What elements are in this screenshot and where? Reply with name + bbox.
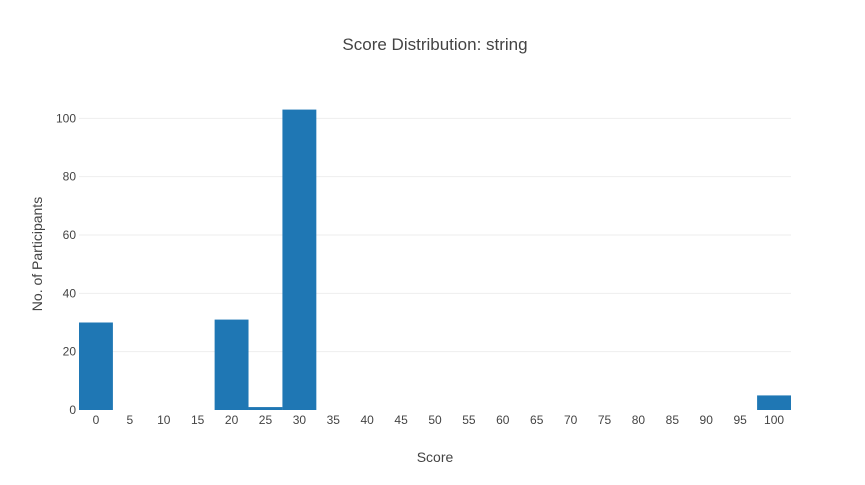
y-tick-label: 60 bbox=[63, 228, 77, 242]
x-tick-label: 90 bbox=[700, 413, 714, 427]
y-tick-label: 40 bbox=[63, 286, 77, 300]
x-tick-label: 25 bbox=[259, 413, 273, 427]
bar-20[interactable] bbox=[215, 320, 249, 410]
x-tick-label: 100 bbox=[764, 413, 784, 427]
y-axis-ticks: 0 20 40 60 80 100 bbox=[56, 111, 76, 417]
x-tick-label: 15 bbox=[191, 413, 205, 427]
x-tick-label: 0 bbox=[93, 413, 100, 427]
x-tick-label: 60 bbox=[496, 413, 510, 427]
gridlines bbox=[79, 118, 791, 351]
y-tick-label: 80 bbox=[63, 170, 77, 184]
x-tick-label: 85 bbox=[666, 413, 680, 427]
bar-100[interactable] bbox=[757, 395, 791, 410]
x-tick-label: 55 bbox=[462, 413, 476, 427]
bars bbox=[79, 110, 791, 410]
x-tick-label: 5 bbox=[127, 413, 134, 427]
x-tick-label: 35 bbox=[327, 413, 341, 427]
chart-title: Score Distribution: string bbox=[342, 35, 527, 54]
y-tick-label: 0 bbox=[69, 403, 76, 417]
x-tick-label: 75 bbox=[598, 413, 612, 427]
x-tick-label: 10 bbox=[157, 413, 171, 427]
x-tick-label: 30 bbox=[293, 413, 307, 427]
x-axis-title: Score bbox=[417, 449, 454, 465]
bar-0[interactable] bbox=[79, 323, 113, 411]
x-tick-label: 45 bbox=[394, 413, 408, 427]
x-tick-label: 20 bbox=[225, 413, 239, 427]
y-tick-label: 100 bbox=[56, 111, 76, 125]
y-tick-label: 20 bbox=[63, 345, 77, 359]
y-axis-title: No. of Participants bbox=[29, 197, 45, 311]
x-tick-label: 65 bbox=[530, 413, 544, 427]
x-tick-label: 70 bbox=[564, 413, 578, 427]
bar-25[interactable] bbox=[249, 407, 283, 410]
x-tick-label: 95 bbox=[733, 413, 747, 427]
x-tick-label: 40 bbox=[361, 413, 375, 427]
x-tick-label: 80 bbox=[632, 413, 646, 427]
bar-30[interactable] bbox=[282, 110, 316, 410]
x-axis-ticks: 0 5 10 15 20 25 30 35 40 45 50 55 60 65 70 75 80 85 90 95 10… bbox=[93, 413, 785, 427]
x-tick-label: 50 bbox=[428, 413, 442, 427]
